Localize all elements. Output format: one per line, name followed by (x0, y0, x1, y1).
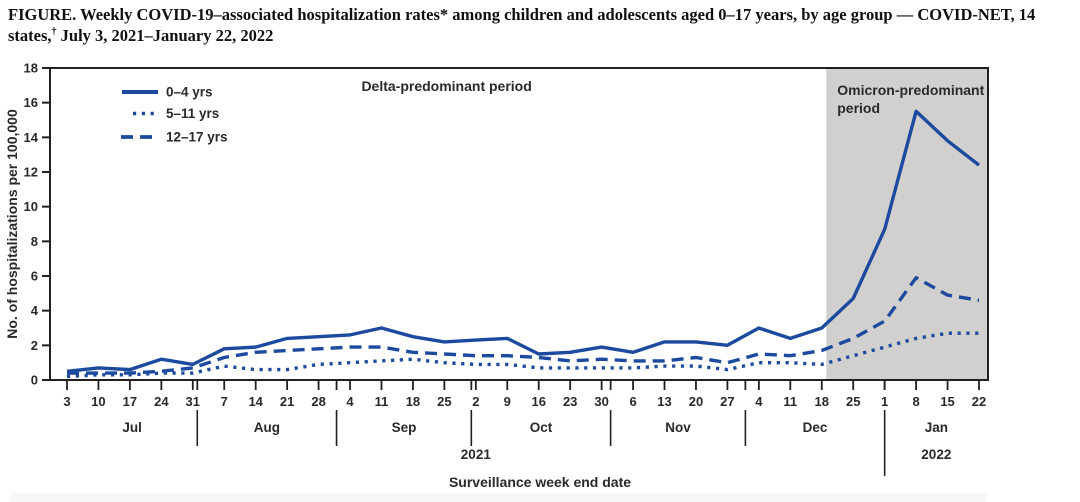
y-axis-tick-label: 18 (24, 61, 38, 76)
y-axis-tick-label: 6 (31, 269, 38, 284)
year-label-2021: 2021 (461, 447, 492, 462)
x-axis-week-label: 7 (221, 394, 228, 409)
x-axis-week-label: 13 (657, 394, 671, 409)
y-axis-title: No. of hospitalizations per 100,000 (4, 109, 20, 339)
omicron-period-label: period (837, 100, 880, 116)
y-axis-tick-label: 10 (24, 199, 38, 214)
x-axis-week-label: 14 (248, 394, 263, 409)
x-axis-week-label: 30 (594, 394, 608, 409)
x-axis-week-label: 28 (311, 394, 325, 409)
y-axis-tick-label: 2 (31, 338, 38, 353)
x-axis-week-label: 22 (972, 394, 986, 409)
x-axis-week-label: 18 (815, 394, 829, 409)
x-axis-week-label: 3 (63, 394, 70, 409)
x-axis-week-label: 9 (504, 394, 511, 409)
legend-label: 0–4 yrs (166, 85, 213, 100)
month-label: Dec (803, 420, 828, 435)
omicron-shaded-region (826, 68, 988, 380)
x-axis-week-label: 4 (755, 394, 763, 409)
month-label: Oct (530, 420, 553, 435)
x-axis-week-label: 25 (437, 394, 451, 409)
omicron-period-label: Omicron-predominant (837, 82, 984, 98)
x-axis-week-label: 20 (689, 394, 703, 409)
dagger-footnote-mark: † (51, 26, 57, 38)
x-axis-week-label: 8 (912, 394, 919, 409)
delta-period-label: Delta-predominant period (361, 78, 531, 94)
x-axis-week-label: 27 (720, 394, 734, 409)
month-label: Jul (122, 420, 142, 435)
x-axis-week-label: 21 (280, 394, 294, 409)
figure-title-text: FIGURE. Weekly COVID-19–associated hospi… (8, 5, 1036, 45)
x-axis-title: Surveillance week end date (449, 474, 631, 490)
x-axis-week-label: 10 (91, 394, 105, 409)
x-axis-week-label: 1 (881, 394, 888, 409)
x-axis-week-label: 6 (629, 394, 636, 409)
x-axis-week-label: 4 (346, 394, 354, 409)
year-label-2022: 2022 (921, 447, 951, 462)
y-axis-tick-label: 8 (31, 234, 38, 249)
legend-label: 5–11 yrs (166, 106, 219, 121)
x-axis-week-label: 11 (375, 394, 389, 409)
x-axis-week-label: 23 (563, 394, 577, 409)
month-label: Jan (925, 420, 948, 435)
plot-frame (49, 67, 989, 381)
figure-title-dates: July 3, 2021–January 22, 2022 (56, 26, 274, 45)
x-axis-week-label: 11 (783, 394, 797, 409)
y-axis-tick-label: 16 (24, 95, 38, 110)
y-axis-tick-label: 4 (31, 303, 39, 318)
x-axis-week-label: 31 (186, 394, 200, 409)
y-axis-tick-label: 14 (24, 130, 39, 145)
series-line-dotted (66, 331, 979, 379)
x-axis-week-label: 25 (846, 394, 860, 409)
x-axis-week-label: 24 (154, 394, 169, 409)
x-axis-week-label: 15 (940, 394, 954, 409)
series-line-dashed (67, 276, 980, 375)
x-axis-week-label: 2 (472, 394, 479, 409)
month-label: Aug (254, 420, 280, 435)
bottom-page-strip (10, 493, 986, 502)
y-axis-tick-label: 0 (31, 373, 38, 388)
x-axis-week-label: 17 (123, 394, 137, 409)
x-axis-week-label: 16 (531, 394, 545, 409)
y-axis-tick-label: 12 (24, 165, 38, 180)
figure-title: FIGURE. Weekly COVID-19–associated hospi… (8, 4, 1072, 46)
series-line-solid (66, 109, 981, 373)
x-axis-week-label: 18 (406, 394, 420, 409)
month-label: Sep (392, 420, 417, 435)
legend-label: 12–17 yrs (166, 130, 228, 145)
month-label: Nov (665, 420, 691, 435)
